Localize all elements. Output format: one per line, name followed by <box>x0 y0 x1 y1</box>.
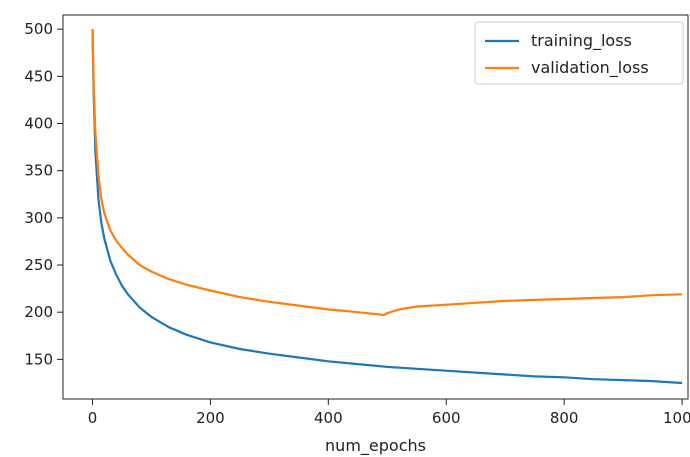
legend: training_loss validation_loss <box>474 21 684 85</box>
legend-box <box>474 21 684 85</box>
series-layer <box>91 29 683 385</box>
y-tick-label: 200 <box>24 303 53 321</box>
x-tick-label: 600 <box>432 409 461 427</box>
legend-label: validation_loss <box>531 58 649 78</box>
x-tick-label: 1000 <box>663 409 690 427</box>
y-tick-label: 150 <box>24 350 53 368</box>
series-line-training-loss <box>91 29 683 385</box>
ticks-layer: 0 200 400 600 800 1000 150 200 250 300 350 400 450 50… <box>24 20 690 427</box>
y-tick-label: 250 <box>24 256 53 274</box>
plot-area <box>62 14 689 400</box>
y-tick-label: 400 <box>24 115 53 133</box>
y-tick-label: 450 <box>24 67 53 85</box>
x-tick-label: 200 <box>196 409 225 427</box>
x-tick-label: 800 <box>550 409 579 427</box>
legend-label: training_loss <box>531 31 632 51</box>
plot-frame <box>62 14 689 400</box>
series-line-validation-loss <box>91 29 683 317</box>
y-tick-label: 500 <box>24 20 53 38</box>
x-tick-label: 400 <box>314 409 343 427</box>
y-tick-label: 300 <box>24 209 53 227</box>
y-tick-label: 350 <box>24 162 53 180</box>
x-axis-label: num_epochs <box>325 436 426 456</box>
x-tick-label: 0 <box>88 409 98 427</box>
